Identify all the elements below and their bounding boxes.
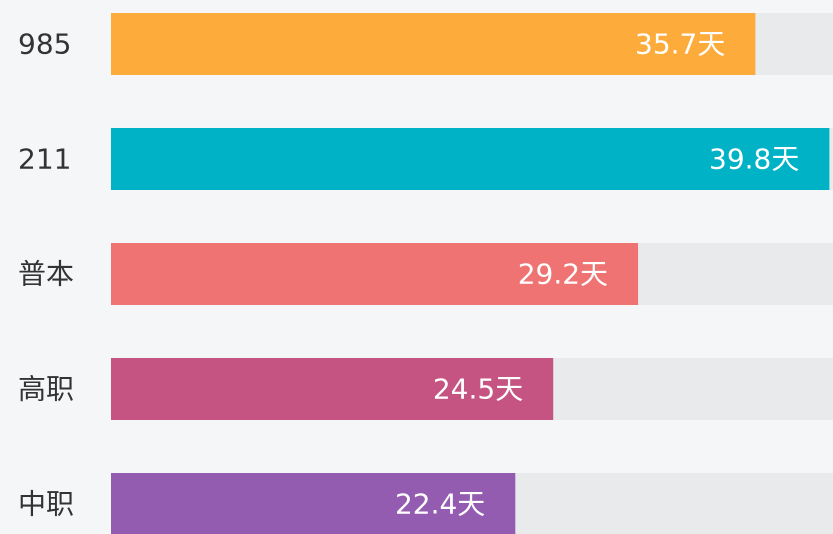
category-label: 中职 [18,488,74,521]
bar [111,243,639,305]
value-label: 22.4天 [395,488,485,521]
value-label: 24.5天 [433,373,523,406]
category-label: 211 [18,143,71,176]
bar [111,473,516,534]
bar [111,128,830,190]
category-label: 普本 [18,258,74,291]
value-label: 29.2天 [518,258,608,291]
value-label: 39.8天 [709,143,799,176]
value-label: 35.7天 [635,28,725,61]
bar [111,13,756,75]
category-label: 985 [18,28,71,61]
category-label: 高职 [18,373,74,406]
bar [111,358,554,420]
